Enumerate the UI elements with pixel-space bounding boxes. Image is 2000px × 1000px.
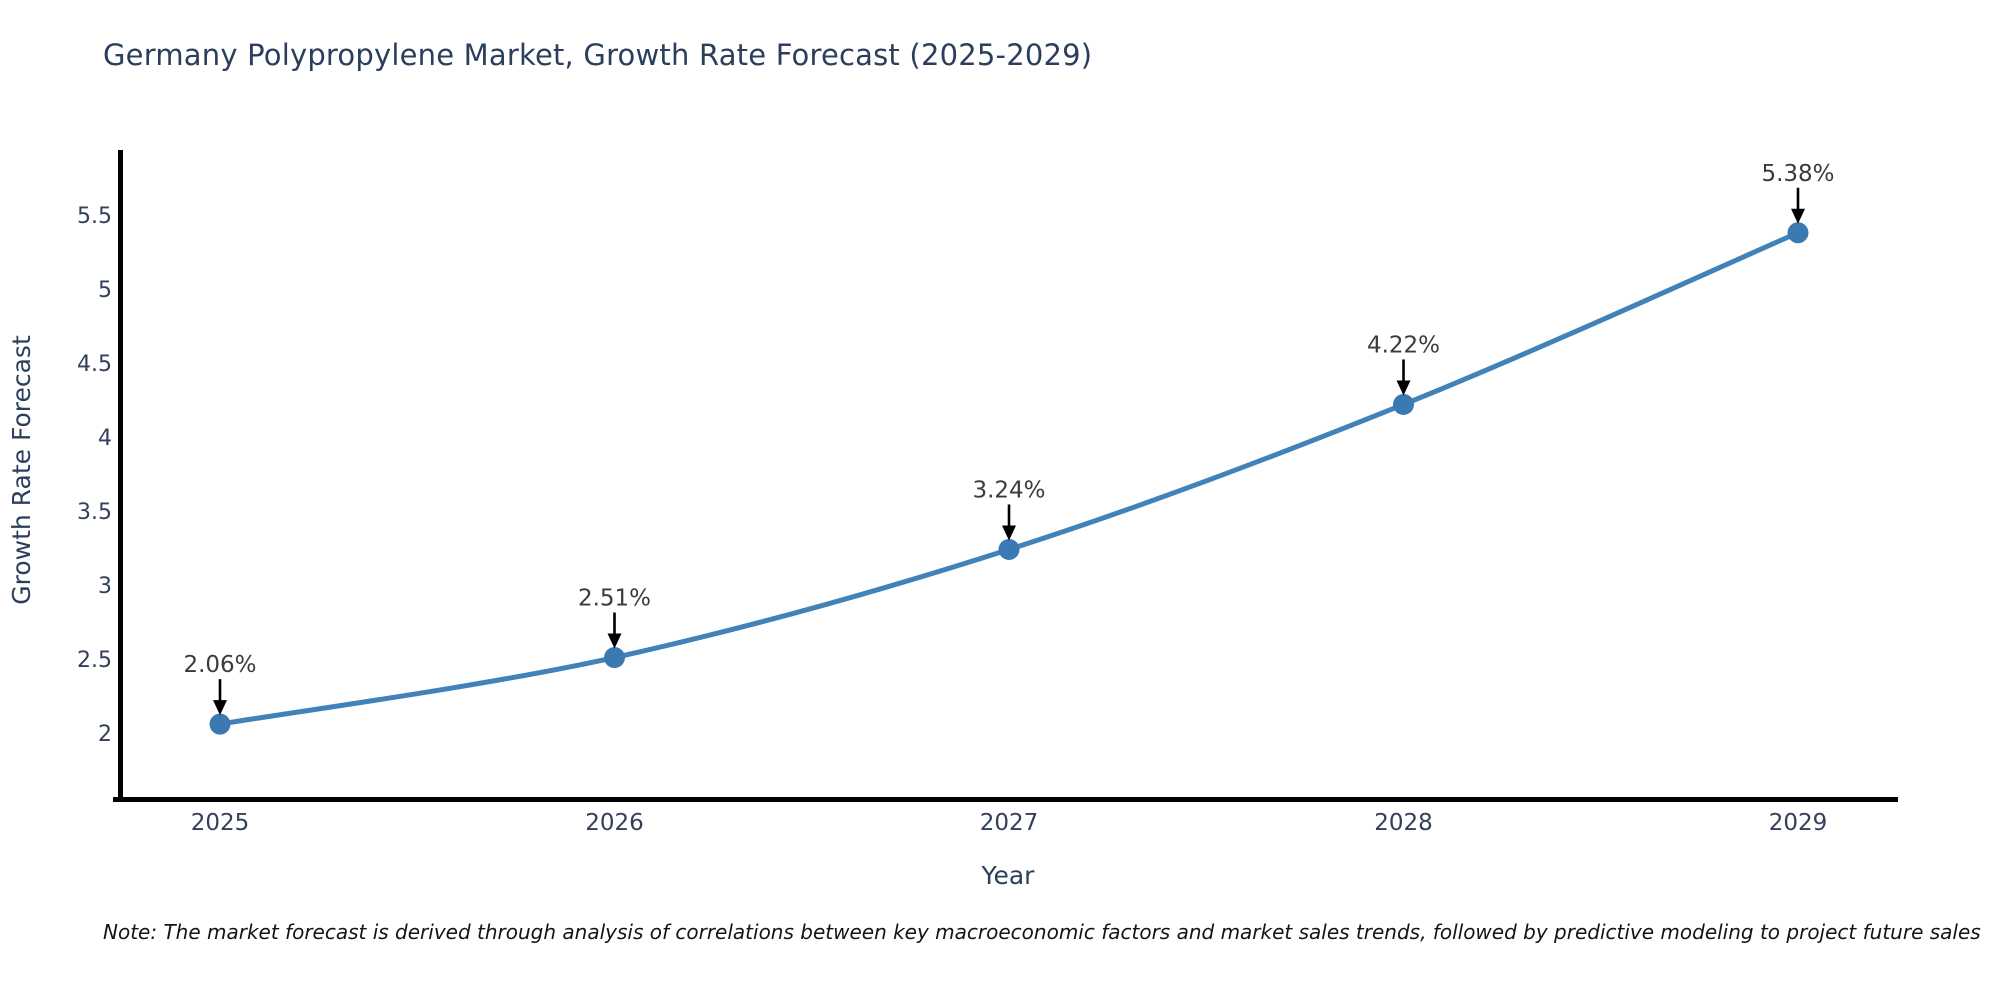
annotation-arrow-stem (1402, 359, 1405, 383)
data-point-label: 5.38% (1761, 161, 1834, 187)
x-axis-title: Year (981, 861, 1036, 890)
data-point-label: 2.06% (183, 652, 256, 678)
annotation-arrow-head (213, 700, 227, 716)
annotation-arrow-stem (613, 612, 616, 636)
data-point-marker (1787, 222, 1809, 244)
data-point-marker (209, 713, 231, 735)
annotation-arrow-head (1002, 525, 1016, 541)
annotation-arrow-head (607, 633, 622, 649)
annotation-arrow-stem (1007, 504, 1011, 528)
y-tick-label: 3.5 (77, 500, 112, 525)
annotation-arrow-stem (218, 679, 222, 703)
x-tick-label: 2027 (980, 810, 1039, 836)
y-tick-label: 2.5 (77, 648, 112, 673)
x-axis-spine (113, 797, 1898, 802)
y-axis-spine (118, 150, 123, 802)
data-point-marker (1393, 393, 1414, 415)
x-tick-label: 2029 (1769, 810, 1828, 836)
chart-title: Germany Polypropylene Market, Growth Rat… (103, 38, 1093, 72)
y-tick-label: 3 (98, 574, 112, 599)
y-tick-label: 5 (98, 278, 112, 303)
y-tick-label: 4.5 (77, 352, 112, 377)
note-text: Note: The market forecast is derived thr… (103, 920, 1981, 944)
annotation-arrow-head (1791, 208, 1805, 224)
y-tick-label: 4 (98, 426, 112, 451)
y-axis-title: Growth Rate Forecast (7, 335, 36, 605)
annotation-arrow-head (1396, 380, 1411, 396)
x-tick-label: 2025 (191, 810, 250, 836)
annotation-arrow-stem (1796, 187, 1800, 211)
data-point-marker (998, 538, 1020, 560)
x-tick-label: 2028 (1374, 810, 1433, 836)
y-tick-label: 5.5 (77, 204, 112, 229)
y-tick-label: 2 (98, 722, 112, 747)
data-point-label: 2.51% (578, 586, 651, 612)
data-point-label: 4.22% (1367, 332, 1440, 358)
x-tick-label: 2026 (585, 810, 644, 836)
data-point-label: 3.24% (972, 477, 1045, 503)
data-point-marker (604, 647, 625, 669)
